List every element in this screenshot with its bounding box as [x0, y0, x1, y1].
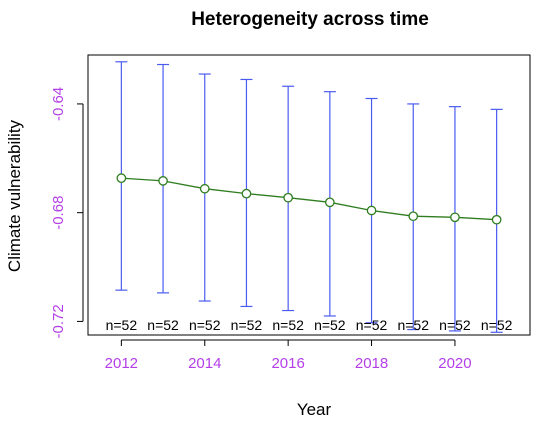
n-label-2019: n=52: [397, 317, 429, 333]
mean-point-2016: [283, 192, 294, 203]
x-tick-label-2016: 2016: [271, 355, 304, 372]
error-bars: [115, 61, 503, 333]
n-label-2016: n=52: [272, 317, 304, 333]
x-tick-label-2020: 2020: [438, 355, 471, 372]
n-label-2020: n=52: [439, 317, 471, 333]
plot-frame: [87, 54, 531, 336]
mean-point-2021: [491, 214, 502, 225]
n-label-2018: n=52: [356, 317, 388, 333]
y-tick-label-1: -0.68: [50, 196, 67, 230]
mean-point-2012: [116, 173, 127, 183]
mean-points: [116, 173, 502, 225]
mean-point-2017: [324, 197, 335, 208]
x-tick-label-2018: 2018: [355, 355, 388, 372]
n-label-2015: n=52: [231, 317, 263, 333]
n-label-2013: n=52: [147, 317, 179, 333]
y-axis-label: Climate vulnerability: [5, 119, 24, 272]
chart-title: Heterogeneity across time: [191, 9, 429, 30]
n-label-2012: n=52: [106, 317, 138, 333]
x-axis: 2012 2014 2016 2018 2020: [105, 339, 472, 372]
mean-point-2015: [241, 188, 252, 199]
n-label-2017: n=52: [314, 317, 346, 333]
x-tick-label-2014: 2014: [188, 355, 221, 372]
mean-point-2019: [408, 211, 419, 222]
mean-point-2013: [158, 176, 168, 186]
n-label-2021: n=52: [481, 317, 513, 333]
y-tick-label-2: -0.72: [50, 304, 67, 338]
mean-point-2018: [366, 205, 377, 216]
mean-point-2014: [199, 183, 210, 194]
y-tick-label-0: -0.64: [50, 87, 67, 121]
n-label-2014: n=52: [189, 317, 221, 333]
y-axis: -0.64 -0.68 -0.72: [50, 87, 84, 339]
x-axis-label: Year: [297, 400, 332, 419]
mean-line: [121, 177, 497, 221]
x-tick-label-2012: 2012: [105, 355, 138, 372]
sample-size-labels: n=52 n=52 n=52 n=52 n=52 n=52 n=52 n=52 n=52 n=52: [106, 317, 513, 333]
mean-point-2020: [450, 212, 460, 223]
